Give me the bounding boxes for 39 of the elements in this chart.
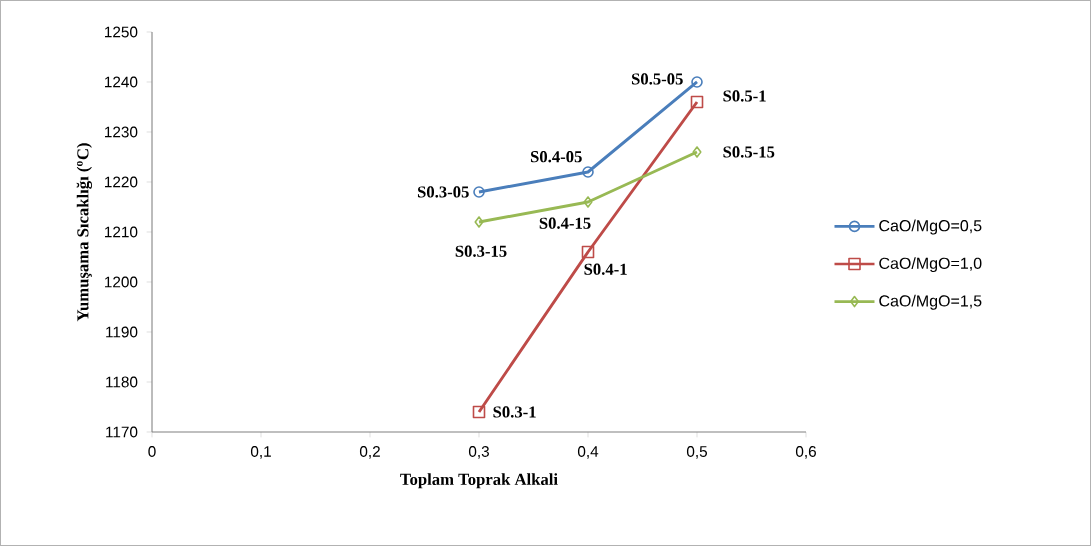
x-tick-label: 0,6: [795, 446, 816, 459]
y-tick-label: 1170: [106, 426, 138, 438]
legend-label: CaO/MgO=1,0: [879, 257, 982, 273]
annotation: S0.5-15: [723, 146, 775, 158]
annotation: S0.4-1: [584, 263, 627, 275]
x-tick-label: 0: [148, 446, 156, 457]
point: [472, 405, 486, 419]
point: [692, 146, 702, 158]
y-tick-label: 1190: [106, 326, 138, 338]
x-tick-label: 0,1: [250, 446, 271, 459]
y-tick-label: 1200: [105, 276, 138, 288]
annotation: S0.4-05: [530, 151, 582, 163]
x-tick-label: 0,5: [686, 446, 708, 459]
point: [583, 196, 593, 208]
annotation: S0.5-05: [631, 73, 683, 85]
point: [691, 76, 703, 88]
y-tick-label: 1250: [105, 26, 138, 38]
annotation: S0.5-1: [723, 90, 766, 102]
y-tick-label: 1240: [105, 76, 138, 88]
point: [581, 245, 595, 259]
y-axis-title: Yumuşama Sıcaklığı ($^{o}$C): [76, 143, 93, 322]
x-tick-label: 0,2: [359, 446, 380, 459]
annotation: S0.3-15: [455, 245, 507, 257]
x-tick-label: 0,3: [468, 446, 489, 459]
y-tick-label: 1210: [105, 226, 138, 238]
y-tick-label: 1180: [106, 376, 138, 388]
annotation: S0.3-1: [493, 406, 536, 418]
y-tick-label: 1230: [105, 126, 138, 138]
point: [474, 216, 484, 228]
point: [582, 166, 594, 178]
point: [473, 186, 485, 198]
annotation: S0.4-15: [539, 217, 591, 229]
y-tick-label: 1220: [105, 176, 138, 188]
x-axis-title: Toplam Toprak Alkali: [400, 473, 558, 489]
legend-label: CaO/MgO=0,5: [879, 219, 982, 235]
legend-label: CaO/MgO=1,5: [879, 294, 982, 310]
x-tick-label: 0,4: [577, 446, 599, 459]
annotation: S0.3-05: [417, 186, 469, 198]
point: [690, 95, 704, 109]
